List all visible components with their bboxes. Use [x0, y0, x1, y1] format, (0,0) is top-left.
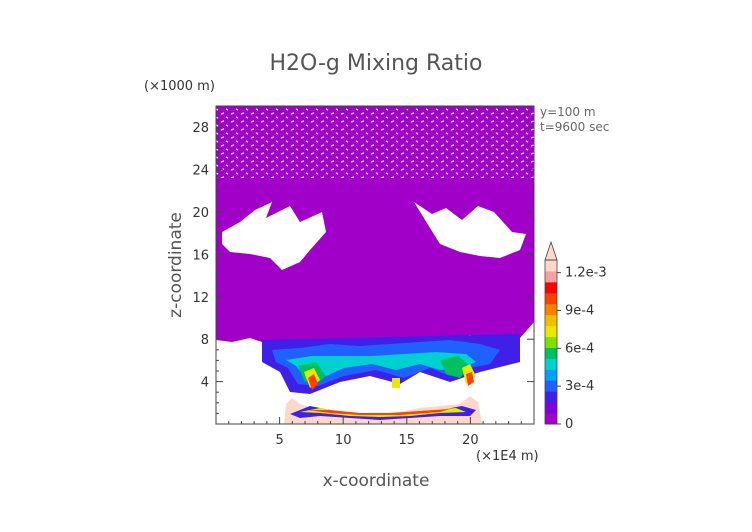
y-tick-label: 12 [192, 291, 209, 306]
y-tick-label: 8 [201, 333, 209, 348]
purple-region [216, 178, 534, 348]
x-axis-label: x-coordinate [323, 471, 430, 491]
colorbar-segment [545, 380, 557, 392]
colorbar-tick-label: 0 [565, 417, 573, 432]
y-axis-label: z-coordinate [166, 212, 186, 318]
x-tick-label: 5 [275, 433, 283, 448]
colorbar-segment [545, 391, 557, 403]
white-hole-left [222, 202, 326, 270]
colorbar-segment [545, 347, 557, 359]
colorbar-tick-label: 6e-4 [565, 341, 594, 356]
annotation-y: y=100 m [540, 105, 596, 119]
x-tick-label: 20 [462, 433, 479, 448]
annotation-t: t=9600 sec [540, 120, 609, 134]
colorbar-tick-label: 3e-4 [565, 379, 594, 394]
y-tick-label: 28 [192, 121, 209, 136]
x-tick-label: 10 [335, 433, 352, 448]
surface-layer [284, 396, 482, 424]
colorbar-segment [545, 292, 557, 305]
colorbar-segment [545, 260, 557, 272]
colorbar-segment [545, 358, 557, 370]
white-hole-right [414, 202, 526, 258]
x-axis-ticks: 5 10 15 20 [228, 106, 522, 448]
colorbar-segment [545, 413, 557, 425]
colorbar-tick-label: 1.2e-3 [565, 266, 607, 281]
colorbar-frame [544, 259, 558, 425]
colorbar-tick-label: 9e-4 [565, 303, 594, 318]
heatmap-field [216, 106, 534, 424]
y-tick-label: 4 [201, 376, 209, 391]
y-tick-label: 20 [192, 206, 209, 221]
chart-title: H2O-g Mixing Ratio [270, 51, 483, 76]
colorbar: 1.2e-3 9e-4 6e-4 3e-4 0 [544, 240, 607, 432]
colorbar-segment [545, 270, 557, 283]
x-units-label: (×1E4 m) [476, 449, 539, 464]
y-tick-label: 24 [192, 164, 209, 179]
mid-level-cells [262, 334, 520, 394]
colorbar-segment [545, 314, 557, 327]
colorbar-segment [545, 336, 557, 348]
colorbar-segment [545, 369, 557, 381]
colorbar-segment [545, 325, 557, 338]
y-axis-ticks: 4 8 12 16 20 24 28 [192, 116, 534, 414]
colorbar-segment [545, 281, 557, 294]
y-tick-label: 16 [192, 248, 209, 263]
x-tick-label: 15 [399, 433, 416, 448]
colorbar-segment [545, 402, 557, 414]
y-units-label: (×1000 m) [144, 79, 215, 94]
colorbar-segment [545, 303, 557, 316]
upper-speckled-band [216, 106, 534, 178]
colorbar-extend-max [544, 240, 558, 261]
